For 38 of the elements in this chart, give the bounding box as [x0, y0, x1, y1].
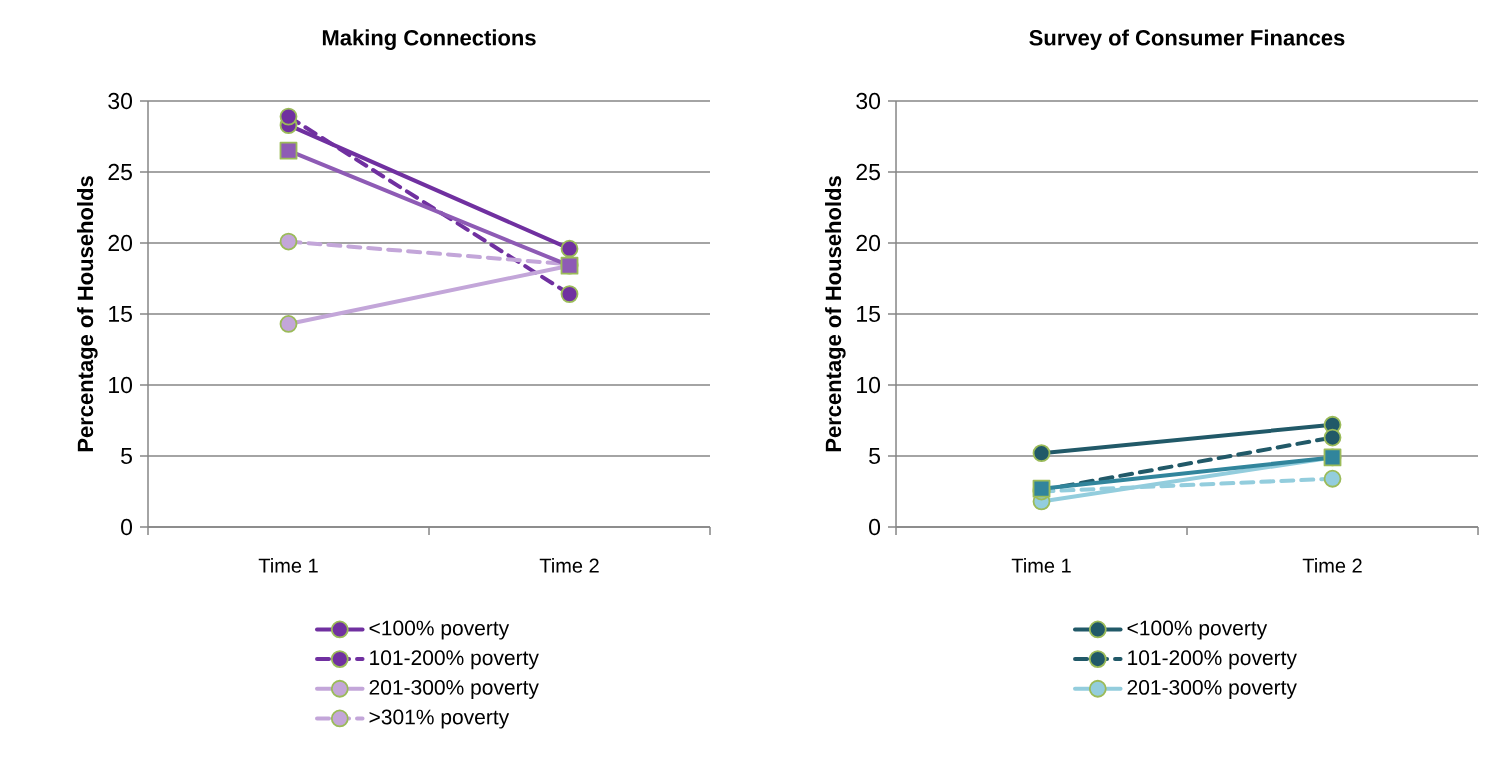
- y-tick-label: 0: [869, 518, 881, 536]
- legend-label: 101-200% poverty: [1128, 650, 1297, 670]
- point: [1323, 469, 1342, 488]
- x-tick-label: Time 2: [539, 558, 599, 573]
- y-tick-label: 10: [857, 376, 881, 394]
- point: [1323, 428, 1342, 447]
- legend-label: 201-300% poverty: [1127, 679, 1297, 699]
- legend-label: <100% poverty: [369, 620, 510, 640]
- chart-title: Making Connections: [322, 29, 536, 50]
- point: [279, 315, 298, 333]
- y-tick-label: 30: [856, 92, 881, 110]
- y-tick-label: 10: [109, 376, 133, 394]
- x-tick-label: Time 2: [1302, 558, 1362, 573]
- chart-title: Survey of Consumer Finances: [1029, 29, 1345, 50]
- y-tick-label: 25: [108, 163, 132, 181]
- y-axis-title: Percentage of Households: [825, 176, 846, 452]
- y-tick-label: 15: [109, 305, 132, 323]
- point: [1032, 444, 1051, 463]
- y-tick-label: 20: [856, 234, 881, 252]
- point: [560, 285, 579, 304]
- point: [560, 239, 579, 258]
- y-tick-label: 25: [856, 163, 880, 181]
- y-tick-label: 5: [121, 447, 132, 465]
- point: [279, 232, 298, 251]
- y-tick-label: 0: [121, 518, 133, 536]
- y-tick-label: 20: [108, 234, 133, 252]
- legend-label: 201-300% poverty: [369, 679, 539, 699]
- y-tick-label: 30: [108, 92, 133, 110]
- point: [279, 107, 298, 126]
- x-tick-label: Time 1: [258, 558, 318, 573]
- x-tick-label: Time 1: [1011, 558, 1071, 573]
- legend-label: <100% poverty: [1127, 620, 1268, 640]
- legend-label: 101-200% poverty: [370, 650, 539, 670]
- y-tick-label: 15: [857, 305, 880, 323]
- legend-label: >301% poverty: [369, 709, 510, 729]
- y-tick-label: 5: [869, 447, 880, 465]
- y-axis-title: Percentage of Households: [77, 176, 98, 452]
- point: [279, 141, 298, 160]
